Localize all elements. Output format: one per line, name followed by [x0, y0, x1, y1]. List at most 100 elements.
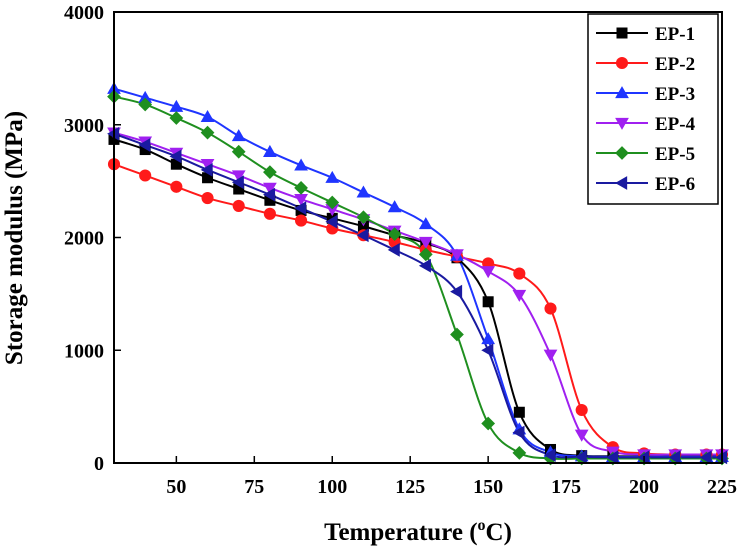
data-point-ep-6	[543, 448, 556, 462]
x-tick-label: 200	[629, 476, 659, 498]
series-line-ep-5	[113, 95, 722, 460]
legend-label-ep-3: EP-3	[655, 84, 695, 105]
data-point-ep-4	[231, 170, 246, 183]
x-tick-label: 175	[551, 476, 581, 498]
data-point-ep-4	[263, 182, 277, 195]
data-point-ep-3	[325, 170, 340, 183]
data-point-ep-3	[481, 332, 496, 345]
data-point-ep-2	[263, 207, 276, 220]
data-point-ep-4	[481, 266, 496, 279]
data-point-ep-6	[294, 201, 307, 216]
legend-label-ep-1: EP-1	[655, 24, 695, 45]
x-tick-label: 100	[317, 476, 347, 498]
data-point-ep-6	[325, 214, 338, 229]
data-point-ep-6	[699, 450, 712, 465]
data-point-ep-2	[170, 180, 183, 193]
data-point-ep-4	[418, 236, 433, 249]
data-point-ep-1	[202, 172, 214, 184]
data-point-ep-5	[294, 181, 308, 195]
data-point-ep-4	[200, 159, 215, 172]
data-point-ep-3	[200, 109, 215, 123]
data-point-ep-2	[544, 302, 557, 315]
data-point-ep-6	[231, 175, 244, 190]
legend-label-ep-5: EP-5	[655, 144, 695, 165]
legend-marker-ep-1	[616, 27, 628, 39]
data-point-ep-3	[169, 99, 184, 112]
series-markers	[107, 81, 729, 466]
legend-label-ep-4: EP-4	[655, 114, 696, 135]
y-tick-label: 3000	[64, 115, 104, 137]
x-tick-label: 225	[707, 476, 737, 498]
data-point-ep-3	[263, 144, 277, 157]
data-point-ep-6	[356, 228, 369, 243]
data-point-ep-6	[605, 450, 619, 465]
data-point-ep-3	[294, 158, 308, 171]
legend-marker-ep-4	[615, 117, 629, 130]
data-point-ep-1	[482, 296, 494, 308]
x-tick-label: 125	[395, 476, 425, 498]
data-point-ep-6	[512, 425, 525, 440]
y-tick-label: 4000	[64, 2, 104, 24]
data-point-ep-1	[513, 406, 525, 418]
y-axis-ticks: 0 1000 2000 3000 4000	[64, 2, 121, 475]
data-point-ep-4	[325, 204, 340, 217]
data-point-ep-3	[356, 185, 371, 198]
legend-label-ep-6: EP-6	[655, 174, 695, 195]
legend-label-ep-2: EP-2	[655, 54, 695, 75]
legend-marker-ep-6	[615, 176, 628, 190]
data-point-ep-1	[139, 144, 151, 156]
y-axis-title: Storage modulus (MPa)	[1, 111, 28, 365]
data-point-ep-6	[387, 243, 400, 257]
data-point-ep-6	[138, 138, 151, 152]
x-tick-label: 75	[244, 476, 264, 498]
x-tick-label: 50	[166, 476, 186, 498]
data-point-ep-2	[513, 267, 526, 280]
legend-box	[587, 13, 719, 205]
data-point-ep-5	[138, 97, 153, 112]
data-point-ep-5	[231, 144, 246, 159]
data-point-ep-5	[512, 445, 527, 460]
data-point-ep-6	[450, 284, 463, 299]
data-point-ep-4	[294, 194, 308, 207]
legend-marker-ep-2	[615, 56, 629, 70]
data-point-ep-6	[263, 187, 276, 202]
data-point-ep-5	[325, 195, 340, 210]
data-point-ep-2	[139, 169, 152, 182]
data-point-ep-4	[450, 249, 464, 262]
data-point-ep-1	[170, 158, 182, 170]
data-point-ep-5	[263, 165, 277, 179]
data-point-ep-5	[418, 247, 433, 262]
data-point-ep-1	[233, 183, 245, 195]
data-point-ep-2	[201, 191, 214, 205]
x-tick-label: 150	[473, 476, 503, 498]
x-axis-title-prefix: Temperature (	[324, 519, 477, 546]
data-point-ep-6	[574, 449, 587, 464]
data-point-ep-6	[637, 450, 650, 465]
x-axis-title-suffix: C)	[486, 519, 512, 546]
data-point-ep-4	[512, 289, 527, 302]
data-point-ep-6	[169, 149, 182, 164]
data-point-ep-4	[574, 429, 589, 442]
data-point-ep-5	[387, 227, 402, 241]
legend: EP-1 EP-2 EP-3 EP-4 EP-5 EP-6	[587, 13, 719, 205]
data-point-ep-6	[481, 343, 494, 358]
x-axis-title-degree-superscript: o	[478, 517, 486, 534]
data-point-ep-6	[418, 258, 431, 273]
y-tick-label: 1000	[64, 340, 104, 362]
x-axis-ticks: 50 75 100 125 150 175 200 225	[166, 456, 737, 498]
data-point-ep-5	[450, 327, 464, 342]
data-point-ep-2	[232, 199, 245, 212]
data-point-ep-5	[200, 125, 215, 140]
data-point-ep-1	[264, 194, 276, 206]
data-point-ep-3	[387, 200, 402, 213]
data-point-ep-2	[575, 403, 588, 417]
series-line-ep-2	[113, 163, 722, 456]
data-point-ep-2	[295, 214, 308, 227]
data-point-ep-5	[481, 416, 496, 431]
data-point-ep-4	[543, 349, 558, 362]
data-point-ep-3	[418, 217, 433, 230]
data-point-ep-3	[231, 129, 246, 142]
y-tick-label: 0	[94, 453, 104, 475]
y-tick-label: 2000	[64, 228, 104, 250]
